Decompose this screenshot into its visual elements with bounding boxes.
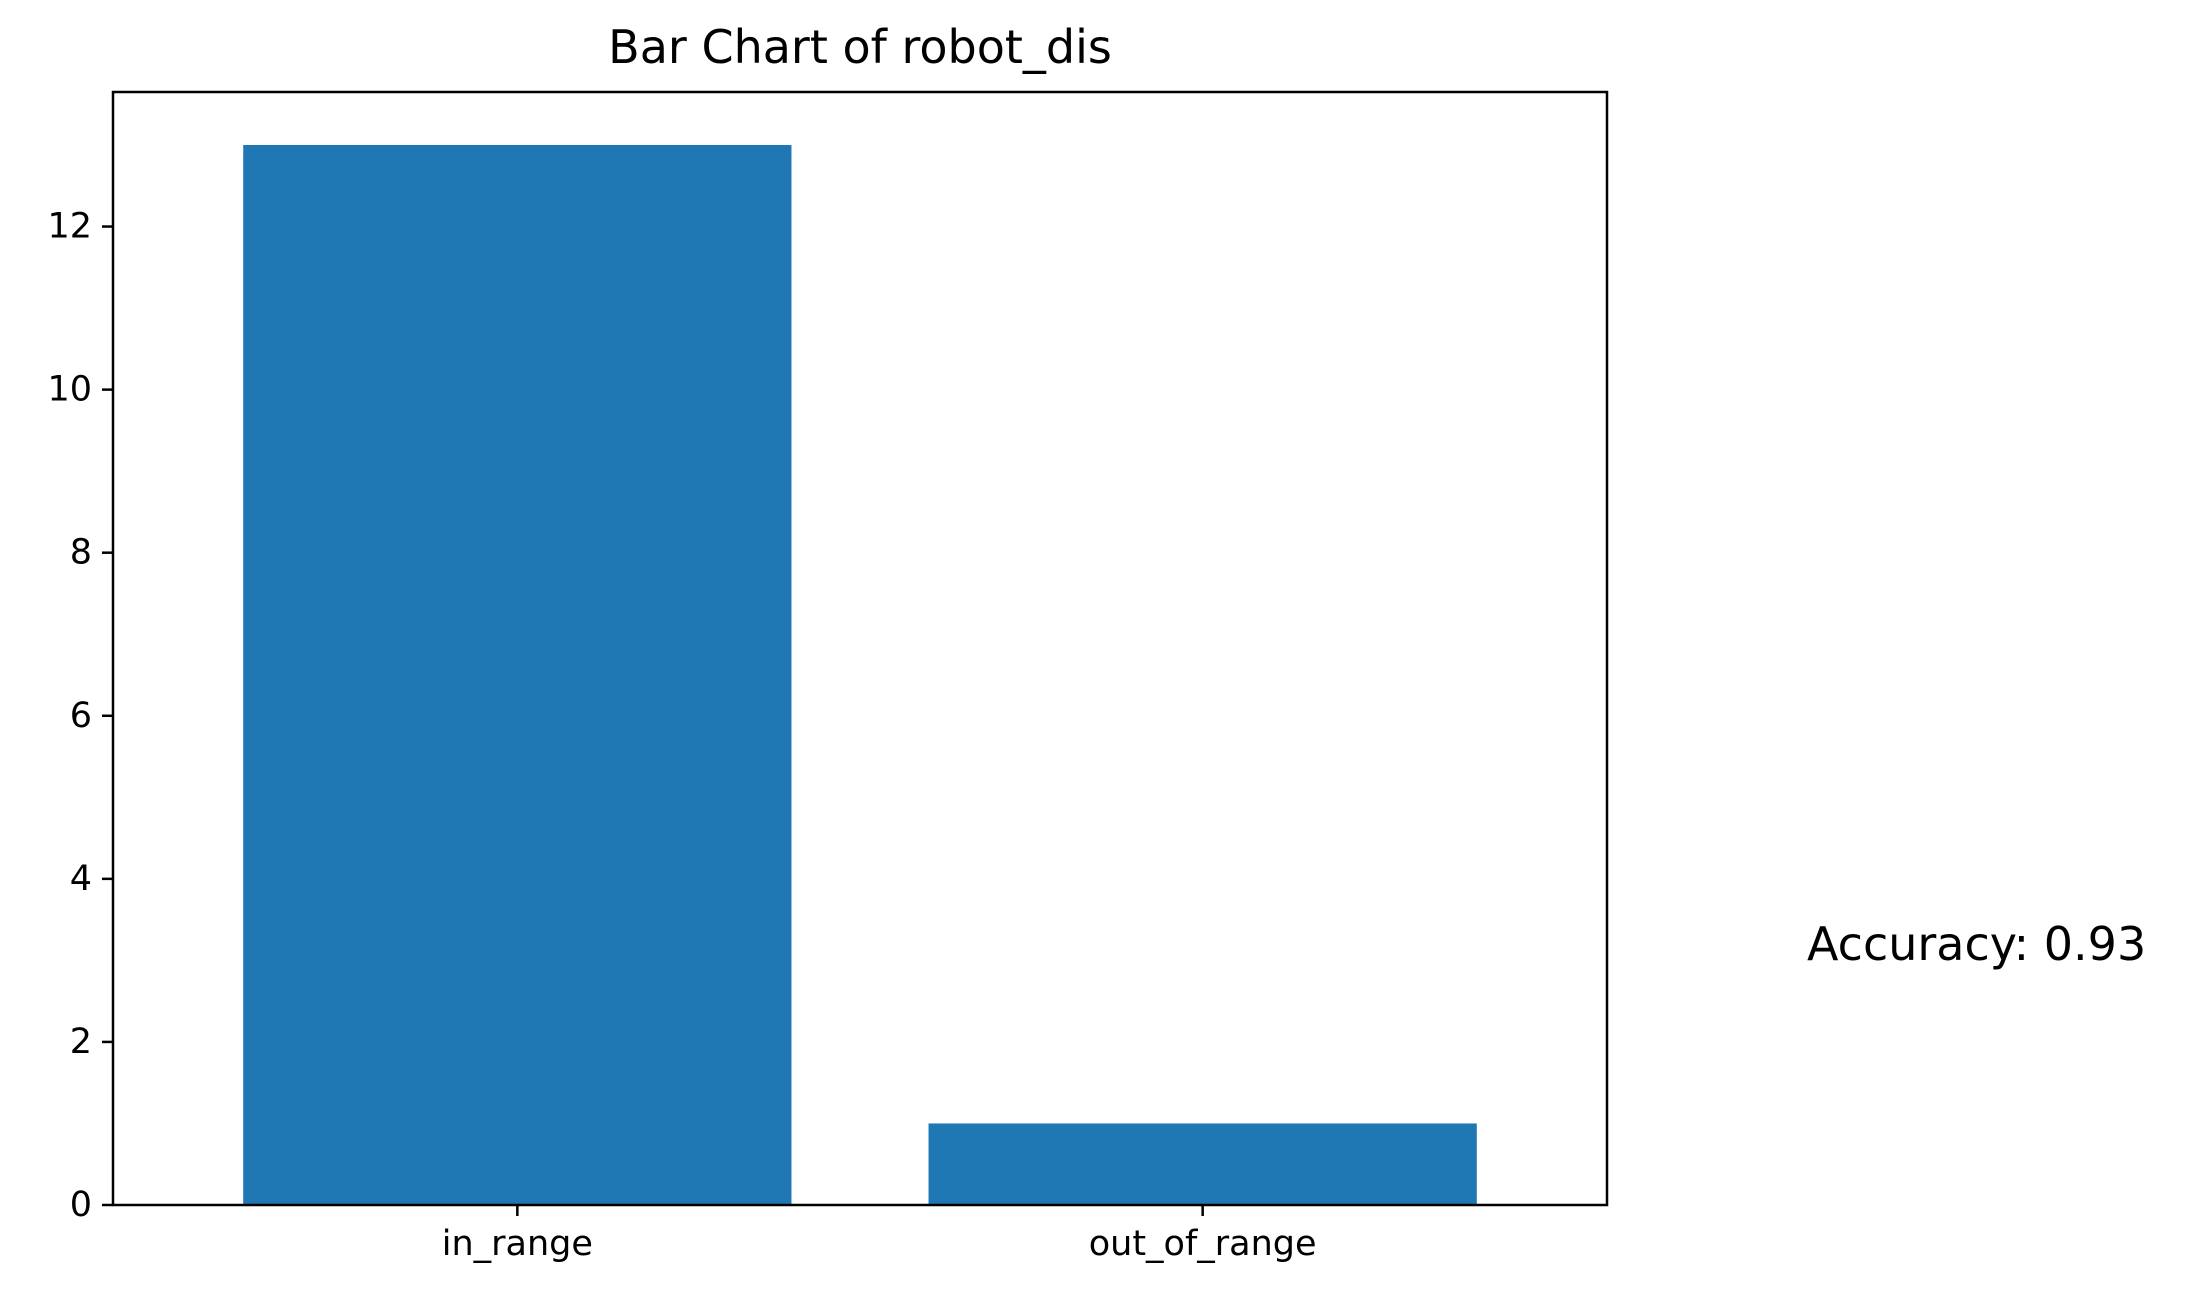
y-tick-label: 0 — [70, 1185, 92, 1225]
y-tick-label: 10 — [47, 370, 92, 410]
y-tick-label: 2 — [70, 1022, 92, 1062]
chart-title: Bar Chart of robot_dis — [608, 20, 1112, 74]
x-tick-label-out_of_range: out_of_range — [1089, 1224, 1317, 1264]
bar-in_range — [243, 145, 792, 1205]
x-tick-label-in_range: in_range — [442, 1224, 593, 1264]
y-tick-label: 8 — [70, 533, 92, 573]
plot-frame — [111, 90, 1609, 1207]
accuracy-annotation: Accuracy: 0.93 — [1807, 917, 2146, 971]
y-tick-label: 6 — [70, 696, 92, 736]
y-axis: 0 2 4 6 8 10 12 — [47, 207, 113, 1225]
y-tick-label: 12 — [47, 207, 92, 247]
bar-out_of_range — [928, 1123, 1477, 1205]
y-tick-label: 4 — [70, 859, 92, 899]
bars-layer — [243, 145, 1477, 1205]
x-axis: in_range out_of_range — [442, 1205, 1317, 1264]
